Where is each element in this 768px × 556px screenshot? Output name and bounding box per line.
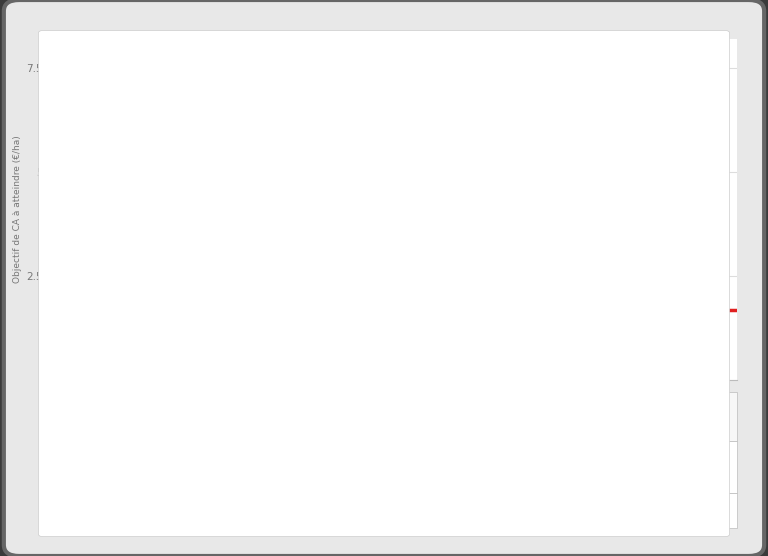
Text: 1 558
€/ha: 1 558 €/ha [154, 455, 185, 478]
Text: 17 %: 17 % [642, 505, 670, 515]
Text: 10 %: 10 % [317, 505, 346, 515]
Text: Au global sur votre
exploitation: Au global sur votre exploitation [45, 405, 151, 428]
FancyBboxPatch shape [250, 441, 305, 493]
Text: 1 324
€/ha: 1 324 €/ha [425, 455, 455, 478]
Text: 2 386
€/ha: 2 386 €/ha [478, 455, 509, 478]
Text: 9 %: 9 % [159, 505, 180, 515]
FancyBboxPatch shape [575, 493, 629, 528]
Bar [563, 296, 601, 380]
FancyBboxPatch shape [305, 441, 359, 493]
FancyBboxPatch shape [413, 493, 467, 528]
Text: 12 %: 12 % [263, 505, 292, 515]
FancyBboxPatch shape [143, 441, 197, 493]
Bar [253, 308, 290, 380]
Bar [66, 315, 104, 380]
FancyBboxPatch shape [467, 441, 521, 493]
Y-axis label: Objectif de CA à atteindre (€/ha): Objectif de CA à atteindre (€/ha) [13, 136, 22, 283]
FancyBboxPatch shape [143, 493, 197, 528]
FancyBboxPatch shape [684, 493, 737, 528]
Bar [377, 325, 414, 380]
Text: 1 510
€/ha: 1 510 €/ha [641, 455, 671, 478]
FancyBboxPatch shape [521, 441, 575, 493]
FancyBboxPatch shape [197, 441, 250, 493]
Text: Votre objectif de CA moyen : 1 670 €/ha
Votre indice de compétitivité : 13 %: Votre objectif de CA moyen : 1 670 €/ha … [291, 400, 589, 433]
Bar [190, 325, 228, 380]
FancyBboxPatch shape [575, 441, 629, 493]
Text: 8 %: 8 % [213, 505, 234, 515]
FancyBboxPatch shape [521, 493, 575, 528]
Bar [687, 103, 725, 380]
Bar [625, 317, 663, 380]
Text: 1 597
€/ha: 1 597 €/ha [533, 455, 563, 478]
Bar [128, 317, 166, 380]
Text: 1 316
€/ha: 1 316 €/ha [263, 455, 293, 478]
FancyBboxPatch shape [305, 493, 359, 528]
FancyBboxPatch shape [54, 493, 143, 528]
Bar [502, 314, 538, 380]
Text: 6 648
€/ha: 6 648 €/ha [695, 455, 726, 478]
FancyBboxPatch shape [54, 441, 143, 493]
Text: 17 %: 17 % [588, 505, 617, 515]
FancyBboxPatch shape [467, 493, 521, 528]
Text: 1 497
€/ha: 1 497 €/ha [209, 455, 239, 478]
FancyBboxPatch shape [629, 441, 684, 493]
Text: Indice de
compétitivité: Indice de compétitivité [61, 499, 135, 523]
Text: Objectif de CA par
culture: Objectif de CA par culture [48, 455, 148, 478]
FancyBboxPatch shape [197, 493, 250, 528]
FancyBboxPatch shape [413, 441, 467, 493]
Text: 7 %: 7 % [429, 505, 451, 515]
Text: 21 %: 21 % [480, 505, 508, 515]
FancyBboxPatch shape [359, 441, 413, 493]
Bar [315, 321, 352, 380]
FancyBboxPatch shape [250, 493, 305, 528]
Text: 1 724
€/ha: 1 724 €/ha [316, 455, 347, 478]
FancyBboxPatch shape [359, 493, 413, 528]
Text: 1 409
€/ha: 1 409 €/ha [371, 455, 401, 478]
Bar [439, 281, 476, 380]
Text: 1 %: 1 % [376, 505, 396, 515]
Text: 2 026
€/ha: 2 026 €/ha [587, 455, 617, 478]
FancyBboxPatch shape [54, 392, 143, 441]
Text: 23 %: 23 % [534, 505, 562, 515]
FancyBboxPatch shape [629, 493, 684, 528]
Text: 74 %: 74 % [696, 505, 725, 515]
FancyBboxPatch shape [143, 392, 737, 441]
FancyBboxPatch shape [684, 441, 737, 493]
